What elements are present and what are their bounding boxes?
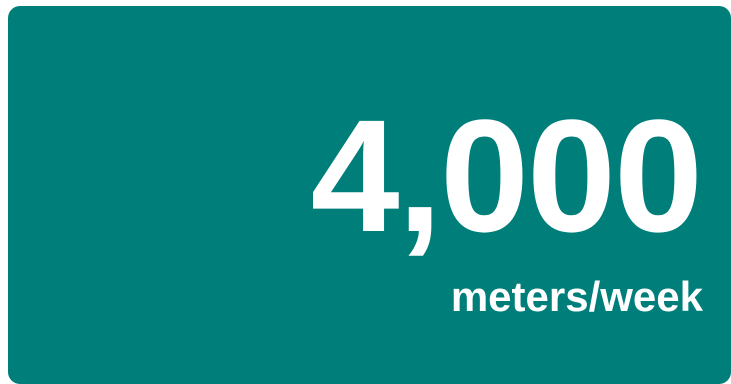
stat-value: 4,000 <box>310 86 703 265</box>
stat-card: 4,000 meters/week <box>8 6 731 384</box>
stat-unit-label: meters/week <box>450 273 703 320</box>
